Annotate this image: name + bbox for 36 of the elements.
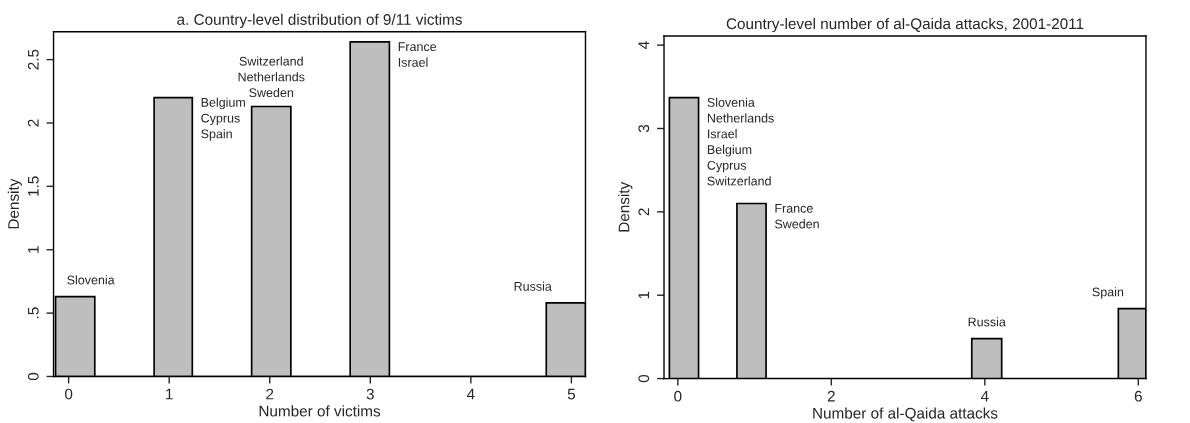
x-tick-label: 4 <box>980 390 989 402</box>
x-axis-title: Number of al-Qaida attacks <box>813 407 998 422</box>
y-tick-label: 3 <box>638 124 650 133</box>
x-tick-label: 0 <box>674 390 682 402</box>
x-tick-label: 2 <box>266 388 274 400</box>
annotation: Switzerland Netherlands Sweden <box>238 56 305 98</box>
annotation: Slovenia Netherlands Israel Belgium Cyprus Switzerland <box>707 97 774 186</box>
annotation: Spain <box>1092 287 1124 299</box>
y-axis-title: Density <box>618 181 633 232</box>
annotation: Slovenia <box>67 275 115 285</box>
y-axis-title: Density <box>7 178 22 229</box>
x-tick-label: 4 <box>466 388 475 400</box>
y-tick-label: .5 <box>28 307 39 319</box>
annotation: France Sweden <box>774 203 819 229</box>
chart-title: Country-level number of al-Qaida attacks, 2001-2011 <box>726 17 1084 33</box>
annotation: France Israel <box>398 42 437 67</box>
x-tick-label: 2 <box>827 390 835 402</box>
y-tick-label: 0 <box>638 374 650 383</box>
y-tick-label: 1.5 <box>28 176 39 196</box>
y-tick-label: 2 <box>638 208 650 216</box>
y-tick-label: 4 <box>638 41 650 50</box>
annotation: Russia <box>514 281 552 291</box>
x-tick-label: 1 <box>166 388 173 400</box>
y-tick-label: 2 <box>27 119 39 127</box>
y-tick-label: 0 <box>27 372 39 381</box>
chart-title: a. Country-level distribution of 9/11 victims <box>177 13 462 28</box>
y-tick-label: 1 <box>28 246 39 253</box>
x-tick-label: 5 <box>567 388 576 400</box>
x-tick-label: 6 <box>1134 390 1142 402</box>
x-tick-label: 0 <box>64 388 73 400</box>
annotation: Russia <box>968 317 1006 327</box>
y-tick-label: 2.5 <box>27 49 39 70</box>
x-tick-label: 3 <box>366 388 374 400</box>
annotation: Belgium Cyprus Spain <box>201 97 245 141</box>
y-tick-label: 1 <box>638 291 650 299</box>
x-axis-title: Number of victims <box>259 405 381 417</box>
